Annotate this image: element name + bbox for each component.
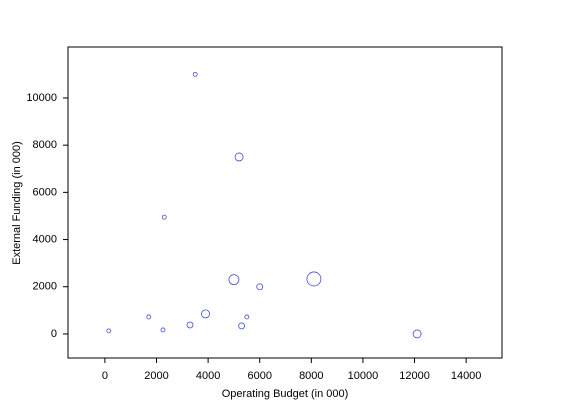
bubble bbox=[412, 329, 422, 339]
x-tick-label: 6000 bbox=[247, 370, 271, 382]
x-tick-label: 8000 bbox=[299, 370, 323, 382]
y-tick-label: 8000 bbox=[33, 139, 57, 151]
y-tick-label: 10000 bbox=[26, 92, 57, 104]
bubble bbox=[160, 327, 166, 333]
bubble bbox=[192, 71, 198, 77]
bubble bbox=[161, 214, 167, 220]
y-tick-label: 4000 bbox=[33, 233, 57, 245]
x-tick-label: 10000 bbox=[348, 370, 379, 382]
bubble bbox=[256, 283, 264, 291]
x-tick-label: 14000 bbox=[451, 370, 482, 382]
y-tick-label: 2000 bbox=[33, 281, 57, 293]
plot-frame bbox=[67, 46, 503, 359]
bubble bbox=[234, 152, 244, 162]
y-tick-label: 6000 bbox=[33, 186, 57, 198]
x-tick-label: 2000 bbox=[144, 370, 168, 382]
bubble bbox=[186, 321, 194, 329]
x-tick-label: 0 bbox=[102, 370, 108, 382]
bubble bbox=[228, 274, 240, 286]
bubble bbox=[201, 309, 210, 319]
x-tick-label: 4000 bbox=[196, 370, 220, 382]
x-tick-label: 12000 bbox=[399, 370, 430, 382]
x-axis-label: Operating Budget (in 000) bbox=[222, 388, 349, 400]
bubble bbox=[238, 322, 246, 330]
bubble bbox=[106, 328, 112, 334]
y-tick-label: 0 bbox=[51, 328, 57, 340]
bubble bbox=[306, 271, 322, 287]
bubble bbox=[244, 314, 250, 320]
y-axis-label: External Funding (in 000) bbox=[11, 141, 23, 265]
bubble bbox=[146, 314, 152, 320]
